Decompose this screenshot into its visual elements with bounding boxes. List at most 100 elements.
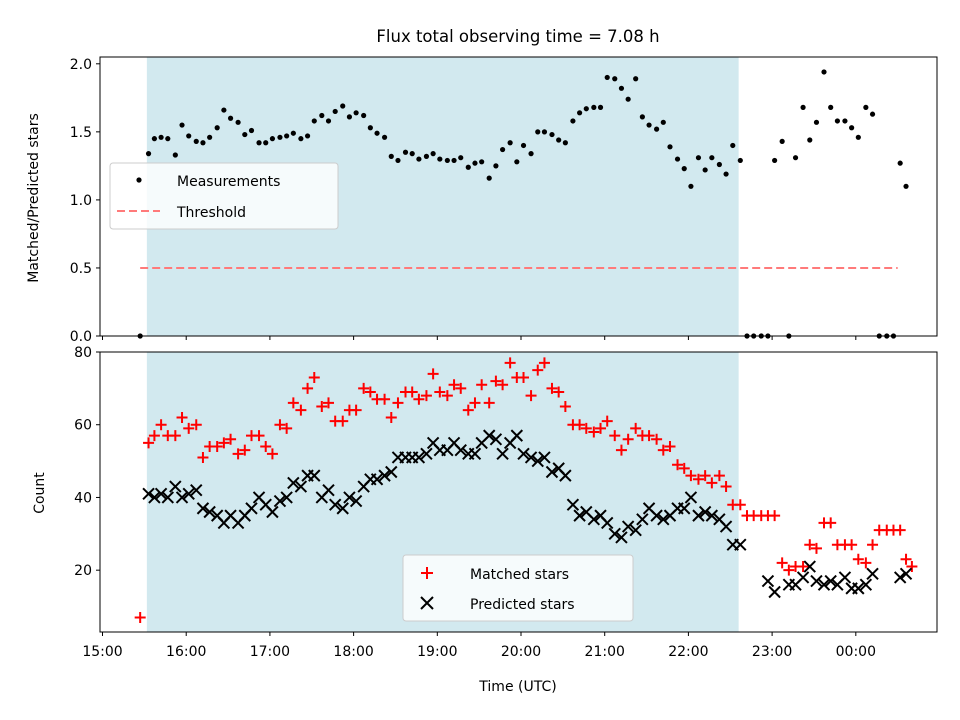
matched-star-point: [900, 553, 912, 565]
predicted-star-point: [412, 451, 426, 464]
matched-star-point: [706, 477, 718, 489]
matched-star-point: [434, 386, 446, 398]
measurement-point: [646, 122, 652, 128]
predicted-star-point: [705, 509, 719, 522]
bottom-y-ticks: 20 40 60 80: [74, 345, 100, 579]
measurement-point: [562, 140, 568, 146]
matched-star-point: [825, 517, 837, 529]
matched-star-point: [169, 430, 181, 442]
predicted-star-point: [175, 491, 189, 504]
measurement-point: [186, 133, 192, 139]
measurement-point: [660, 119, 666, 125]
bottom-axes: Count Time (UTC) 20 40 60 80 15:00 16:00 17:0…: [32, 345, 938, 695]
measurement-point: [381, 134, 388, 140]
matched-star-point: [323, 397, 335, 409]
predicted-star-point: [601, 516, 614, 530]
measurement-point: [499, 146, 506, 153]
measurement-point: [479, 159, 485, 165]
predicted-star-point: [182, 487, 195, 501]
predicted-star-point: [838, 571, 852, 584]
measurement-point: [577, 110, 583, 116]
measurement-point: [151, 136, 158, 142]
matched-star-point: [622, 433, 634, 445]
predicted-star-point: [169, 480, 182, 493]
legend-predicted-label: Predicted stars: [470, 597, 575, 613]
measurement-point: [227, 115, 234, 121]
matched-star-point: [804, 539, 816, 551]
predicted-star-point: [531, 454, 544, 468]
predicted-star-point: [349, 494, 363, 508]
measurement-point: [654, 126, 660, 132]
matched-star-point: [664, 441, 676, 453]
predicted-star-point: [328, 498, 342, 511]
matched-star-point: [532, 364, 544, 376]
measurement-point: [535, 129, 541, 135]
measurement-point: [145, 151, 152, 157]
matched-star-point: [143, 437, 155, 449]
top-axes: Flux total observing time = 7.08 h Match…: [26, 27, 938, 345]
predicted-star-point: [203, 505, 216, 519]
matched-star-point: [580, 422, 592, 434]
predicted-star-point: [893, 571, 907, 584]
measurement-point: [395, 157, 401, 164]
matched-star-point: [358, 382, 370, 394]
bottom-legend-box: [402, 554, 634, 622]
measurement-point: [332, 108, 338, 115]
top-x-ticks: [102, 336, 857, 340]
count-points: [134, 357, 918, 623]
x-tick-label: 18:00: [333, 644, 373, 660]
matched-star-point: [364, 386, 376, 398]
predicted-star-point: [161, 491, 175, 504]
measurement-point: [214, 125, 220, 131]
matched-star-point: [588, 426, 600, 438]
predicted-star-point: [608, 527, 621, 541]
measurement-point: [716, 161, 722, 168]
measurement-point: [674, 156, 681, 162]
measurement-point: [695, 155, 702, 161]
matched-star-point: [630, 422, 642, 434]
matched-star-point: [476, 379, 488, 391]
matched-star-point: [657, 444, 669, 456]
predicted-star-point: [343, 491, 356, 504]
measurement-point: [681, 166, 687, 172]
predicted-star-point: [370, 473, 384, 486]
measurement-point: [374, 130, 380, 136]
measurement-point: [633, 76, 639, 82]
predicted-star-point: [559, 469, 572, 482]
matched-star-point: [232, 448, 244, 460]
matched-star-point: [274, 419, 286, 431]
x-tick-label: 16:00: [166, 644, 206, 660]
matched-star-point: [385, 411, 397, 423]
predicted-star-point: [468, 447, 482, 461]
measurement-point: [709, 155, 715, 161]
matched-star-point: [287, 397, 299, 409]
measurement-point: [730, 142, 736, 149]
matched-star-point: [281, 422, 293, 434]
measurement-point: [416, 156, 422, 162]
predicted-star-point: [817, 578, 831, 591]
matched-star-point: [148, 430, 160, 442]
predicted-star-point: [859, 578, 873, 591]
matched-star-point: [595, 422, 607, 434]
predicted-star-point: [698, 505, 712, 519]
predicted-star-point: [496, 447, 509, 461]
measurement-point: [311, 118, 317, 124]
matched-star-point: [538, 357, 550, 369]
matched-star-point: [183, 422, 195, 434]
predicted-star-point: [454, 443, 467, 457]
top-axes-frame: [99, 56, 938, 337]
predicted-star-point: [678, 502, 691, 515]
matched-star-point: [546, 382, 558, 394]
matched-star-point: [852, 553, 864, 565]
matched-star-point: [260, 441, 272, 453]
measurement-point: [458, 155, 464, 161]
measurement-point: [256, 140, 262, 146]
measurement-point: [361, 112, 367, 119]
predicted-star-point: [482, 429, 496, 442]
measurement-point: [486, 175, 492, 181]
x-tick-label: 17:00: [250, 644, 290, 660]
x-tick-label: 00:00: [836, 644, 876, 660]
matched-star-point: [678, 462, 690, 474]
measurement-point: [290, 130, 296, 136]
measurement-point: [737, 157, 743, 164]
